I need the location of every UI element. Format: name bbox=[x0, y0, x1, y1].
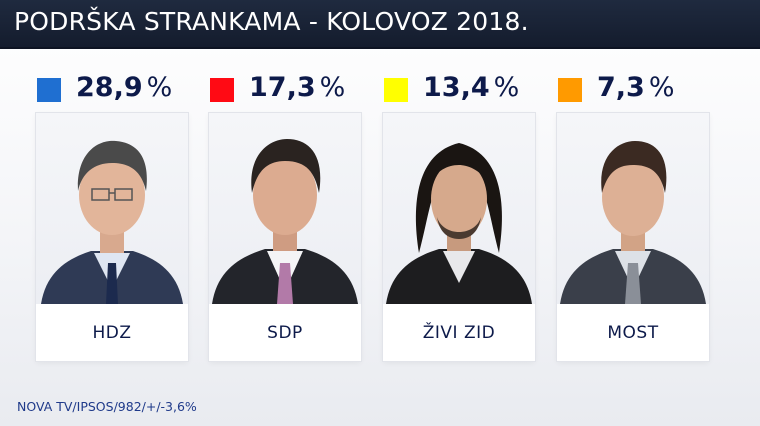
party-card: HDZ bbox=[36, 113, 188, 361]
party-column-sdp: 17,3% SDP bbox=[209, 70, 361, 362]
party-color-swatch bbox=[384, 78, 408, 102]
party-name: ŽIVI ZID bbox=[422, 323, 496, 343]
party-color-swatch bbox=[210, 78, 234, 102]
page-title: PODRŠKA STRANKAMA - KOLOVOZ 2018. bbox=[14, 7, 529, 36]
party-color-swatch bbox=[37, 78, 61, 102]
party-card: SDP bbox=[209, 113, 361, 361]
party-color-swatch bbox=[558, 78, 582, 102]
party-percentage: 7,3% bbox=[597, 72, 675, 103]
party-column-zivi-zid: 13,4% ŽIVI ZID bbox=[383, 70, 535, 362]
party-card: MOST bbox=[557, 113, 709, 361]
party-stat: 13,4% bbox=[383, 72, 543, 108]
party-name: MOST bbox=[607, 323, 659, 343]
party-percentage: 17,3% bbox=[249, 72, 346, 103]
party-stat: 28,9% bbox=[36, 72, 196, 108]
party-card: ŽIVI ZID bbox=[383, 113, 535, 361]
party-stat: 7,3% bbox=[557, 72, 717, 108]
leader-portrait bbox=[557, 113, 709, 304]
leader-portrait bbox=[36, 113, 188, 304]
leader-portrait bbox=[383, 113, 535, 304]
party-percentage: 13,4% bbox=[423, 72, 520, 103]
party-column-most: 7,3% MOST bbox=[557, 70, 709, 362]
header-bar: PODRŠKA STRANKAMA - KOLOVOZ 2018. bbox=[0, 0, 760, 49]
leader-portrait bbox=[209, 113, 361, 304]
source-footnote: NOVA TV/IPSOS/982/+/-3,6% bbox=[17, 399, 197, 414]
party-percentage: 28,9% bbox=[76, 72, 173, 103]
party-column-hdz: 28,9% HDZ bbox=[36, 70, 188, 362]
party-stat: 17,3% bbox=[209, 72, 369, 108]
party-name: SDP bbox=[267, 323, 303, 343]
party-name: HDZ bbox=[92, 323, 132, 343]
